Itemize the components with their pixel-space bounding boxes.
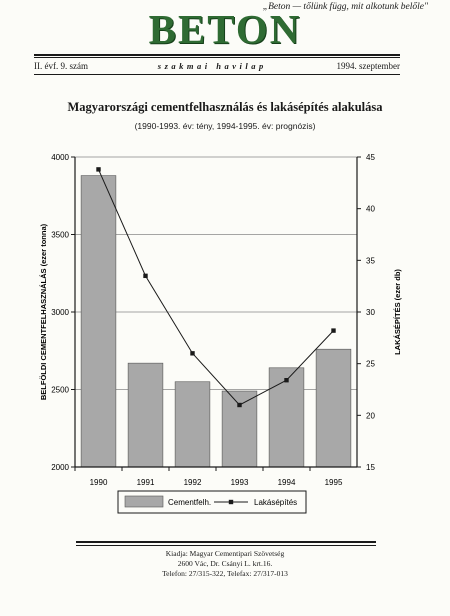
bar-1995: [315, 348, 352, 468]
bar-1993: [221, 390, 258, 468]
legend-swatch-bar: [124, 495, 164, 508]
issue-number: II. évf. 9. szám: [34, 61, 88, 71]
chart-subtitle: (1990-1993. év: tény, 1994-1995. év: pro…: [134, 121, 316, 131]
gridlines: [75, 156, 357, 468]
left-tick-label: 4000: [51, 153, 69, 162]
x-tick-label: 1992: [184, 478, 202, 487]
legend-label-line: Lakásépítés: [254, 498, 297, 507]
left-tick-label: 2000: [51, 463, 69, 472]
header-rule-bottom: [34, 74, 400, 75]
right-tick-label: 20: [366, 411, 375, 420]
line-path: [98, 169, 334, 406]
publication-kind: szakmai havilap: [157, 61, 267, 71]
right-axis-ticks: 15 20 25 30 35 40 45: [357, 153, 375, 472]
line-marker-1995: [331, 328, 336, 333]
issue-date: 1994. szeptember: [336, 61, 400, 71]
left-tick-label: 2500: [51, 386, 69, 395]
header-rule-top: [34, 54, 400, 56]
bar-1991: [127, 362, 164, 468]
line-marker-1990: [96, 167, 101, 172]
bar-series: [80, 175, 352, 468]
bar-1992: [174, 381, 211, 468]
line-series: [96, 167, 336, 408]
legend: Cementfelh. Lakásépítés: [117, 490, 307, 514]
right-tick-label: 45: [366, 153, 375, 162]
x-tick-label: 1990: [90, 478, 108, 487]
footer-rule-top: [76, 541, 376, 543]
right-tick-label: 15: [366, 463, 375, 472]
footer-phone: Telefon: 27/315-322, Telefax: 27/317-013: [162, 569, 288, 578]
masthead-logo: BETON: [148, 6, 302, 52]
left-tick-label: 3000: [51, 308, 69, 317]
chart-title: Magyarországi cementfelhasználás és laká…: [67, 100, 383, 114]
right-axis-label: LAKÁSÉPÍTÉS (ezer db): [393, 269, 402, 355]
footer-publisher: Kiadja: Magyar Cementipari Szövetség: [165, 549, 285, 558]
left-tick-label: 3500: [51, 231, 69, 240]
right-tick-label: 40: [366, 205, 375, 214]
line-marker-1993: [237, 402, 242, 408]
line-marker-1991: [143, 273, 148, 279]
x-axis-ticks: 1990 1991 1992 1993 1994 1995: [74, 467, 343, 487]
legend-swatch-marker: [228, 499, 234, 505]
motto: „Beton — tőlünk függ, mit alkotunk belől…: [262, 2, 428, 12]
legend-box: [117, 490, 307, 514]
line-marker-1994: [284, 378, 289, 383]
bar-1990: [80, 175, 117, 468]
header-rule-top-thin: [34, 57, 400, 58]
footer-address: 2600 Vác, Dr. Csányi L. krt.16.: [177, 559, 273, 568]
right-tick-label: 25: [366, 360, 375, 369]
line-marker-1992: [190, 351, 195, 356]
issue-bar: II. évf. 9. szám szakmai havilap 1994. s…: [34, 59, 400, 73]
bar-1994: [268, 367, 305, 468]
x-tick-label: 1991: [137, 478, 155, 487]
x-tick-label: 1994: [278, 478, 296, 487]
x-tick-label: 1995: [325, 478, 343, 487]
x-tick-label: 1993: [231, 478, 249, 487]
left-axis-label: BELFÖLDI CEMENTFELHASZNÁLÁS (ezer tonna): [39, 223, 48, 400]
footer-rule-thin: [76, 545, 376, 546]
right-tick-label: 35: [366, 256, 375, 265]
left-axis-ticks: 2000 2500 3000 3500 4000: [51, 153, 75, 472]
legend-label-bar: Cementfelh.: [168, 498, 211, 507]
right-tick-label: 30: [366, 308, 375, 317]
